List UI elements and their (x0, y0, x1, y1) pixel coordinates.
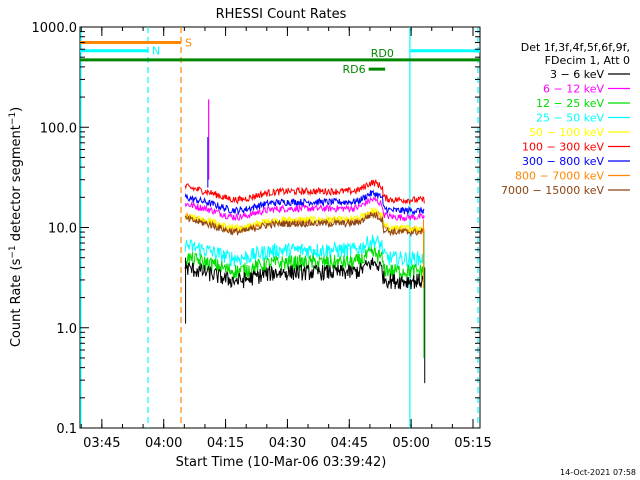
series-line (184, 234, 425, 269)
series-line (184, 189, 425, 216)
y-axis-label-part2: detector segment (9, 125, 24, 245)
legend-entry-label: 25 − 50 keV (536, 112, 604, 125)
legend-entry-label: 7000 − 15000 keV (501, 184, 604, 197)
x-tick-label: 04:15 (207, 436, 244, 451)
legend-entry-label: 100 − 300 keV (522, 141, 604, 154)
y-tick-label: 10.0 (48, 222, 77, 237)
y-tick-label: 1000.0 (32, 21, 78, 36)
x-tick-label: 04:30 (269, 436, 306, 451)
x-tick-label: 05:15 (454, 436, 491, 451)
annotation-label: N (152, 45, 160, 58)
legend: Det 1f,3f,4f,5f,6f,9f, FDecim 1, Att 0 3… (501, 41, 630, 197)
legend-title-line2: FDecim 1, Att 0 (545, 54, 630, 67)
legend-entry-label: 3 − 6 keV (550, 68, 604, 81)
legend-entry-label: 12 − 25 keV (536, 97, 604, 110)
footer-timestamp: 14-Oct-2021 07:58 (560, 468, 636, 477)
chart-title: RHESSI Count Rates (216, 7, 347, 22)
x-axis-ticks: 03:45 04:00 04:15 04:30 04:45 05:00 05:15 (80, 27, 492, 451)
y-tick-label: 1.0 (56, 322, 77, 337)
legend-entry-label: 800 − 7000 keV (515, 170, 604, 183)
y-tick-label: 0.1 (56, 422, 77, 437)
x-tick-label: 04:45 (331, 436, 368, 451)
annotation-label: RD0 (371, 47, 394, 60)
legend-entry-label: 300 − 800 keV (522, 155, 604, 168)
y-axis-label-sup2: −1 (8, 112, 18, 125)
y-axis-label-part3: ) (9, 107, 24, 112)
y-axis-ticks: 1000.0 100.0 10.0 1.0 0.1 (32, 21, 480, 437)
y-axis-label-part1: Count Rate (s (9, 258, 24, 347)
annotation-label: S (185, 37, 192, 50)
y-axis-label-sup1: −1 (8, 245, 18, 258)
x-tick-label: 05:00 (392, 436, 429, 451)
legend-entry-label: 50 − 100 keV (529, 126, 604, 139)
series-line (184, 207, 425, 234)
series-line (184, 196, 425, 222)
annotation-label: RD6 (343, 63, 366, 76)
series-line (184, 178, 425, 206)
y-tick-label: 100.0 (40, 121, 77, 136)
series-line (184, 257, 425, 290)
series-line (185, 211, 425, 238)
x-tick-label: 04:00 (145, 436, 182, 451)
plot-area: S N RD0 RD6 (79, 26, 481, 429)
y-axis-label: Count Rate (s−1 detector segment−1) (8, 107, 24, 347)
legend-entry-label: 6 − 12 keV (543, 83, 604, 96)
legend-title-line1: Det 1f,3f,4f,5f,6f,9f, (521, 41, 630, 54)
x-axis-label: Start Time (10-Mar-06 03:39:42) (176, 455, 387, 470)
x-tick-label: 03:45 (83, 436, 120, 451)
